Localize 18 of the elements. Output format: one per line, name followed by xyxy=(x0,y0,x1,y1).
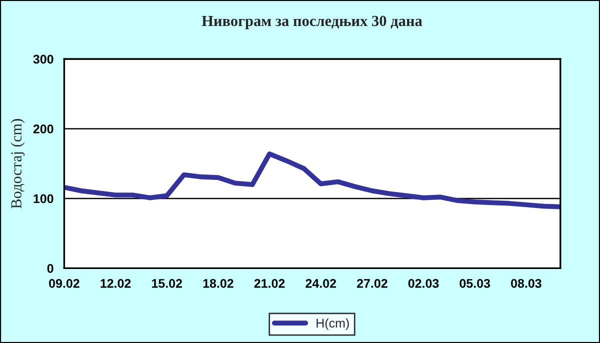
y-axis-title: Водостај (cm) xyxy=(10,119,25,208)
chart-title: Нивограм за последњих 30 дана xyxy=(202,16,422,30)
x-tick-label: 09.02 xyxy=(49,278,80,288)
x-tick-label: 21.02 xyxy=(254,278,285,288)
y-tick-label: 300 xyxy=(33,54,54,64)
line-series xyxy=(64,151,560,210)
legend-label: H(cm) xyxy=(316,318,349,330)
x-tick-label: 18.02 xyxy=(203,278,234,288)
y-tick-label: 200 xyxy=(33,124,54,134)
x-tick-label: 24.02 xyxy=(306,278,336,288)
x-tick-label: 08.03 xyxy=(511,278,542,288)
y-tick-label: 0 xyxy=(47,264,54,273)
x-tick-label: 27.02 xyxy=(356,278,388,288)
x-tick-label: 02.03 xyxy=(408,278,439,288)
x-tick-label: 05.03 xyxy=(460,278,490,288)
x-tick-label: 12.02 xyxy=(100,278,131,288)
y-tick-label: 100 xyxy=(34,194,54,204)
x-tick-label: 15.02 xyxy=(152,278,182,288)
